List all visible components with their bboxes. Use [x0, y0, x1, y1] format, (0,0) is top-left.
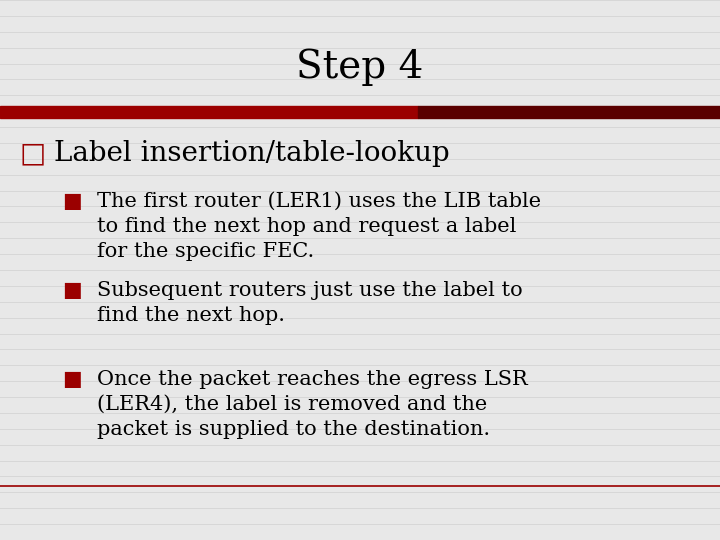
Text: Label insertion/table-lookup: Label insertion/table-lookup — [54, 140, 449, 167]
Text: ■: ■ — [62, 192, 82, 211]
Text: The first router (LER1) uses the LIB table
to find the next hop and request a la: The first router (LER1) uses the LIB tab… — [97, 192, 541, 261]
Bar — [418, 106, 720, 118]
Text: ■: ■ — [62, 281, 82, 300]
Text: Subsequent routers just use the label to
find the next hop.: Subsequent routers just use the label to… — [97, 281, 523, 325]
Bar — [0, 106, 418, 118]
Text: Step 4: Step 4 — [297, 49, 423, 86]
Text: □: □ — [19, 140, 45, 167]
Text: ■: ■ — [62, 370, 82, 389]
Text: Once the packet reaches the egress LSR
(LER4), the label is removed and the
pack: Once the packet reaches the egress LSR (… — [97, 370, 528, 439]
